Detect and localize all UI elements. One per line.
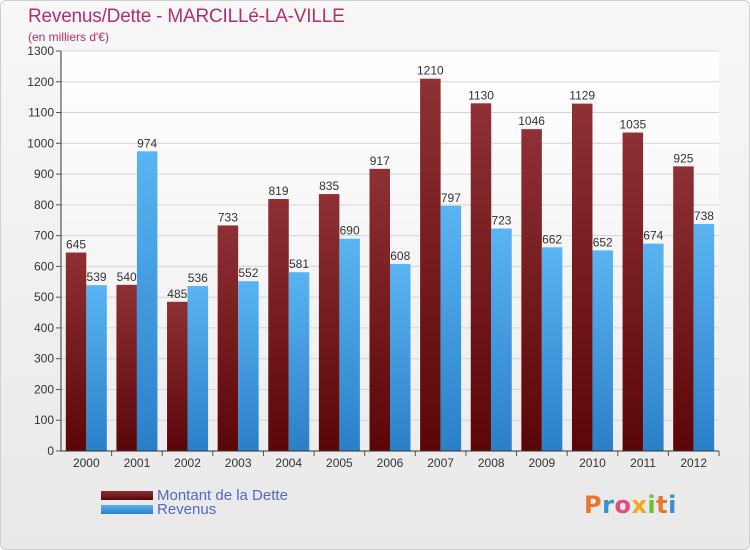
y-tick-label: 0 bbox=[47, 444, 54, 458]
data-label-revenus: 690 bbox=[340, 224, 360, 238]
data-label-revenus: 674 bbox=[643, 229, 663, 243]
y-tick-label: 700 bbox=[34, 229, 54, 243]
bar-revenus bbox=[693, 223, 715, 451]
y-tick-label: 100 bbox=[34, 413, 54, 427]
data-label-revenus: 974 bbox=[137, 136, 157, 150]
y-tick-label: 400 bbox=[34, 321, 54, 335]
data-label-revenus: 536 bbox=[188, 271, 208, 285]
data-label-revenus: 797 bbox=[441, 191, 461, 205]
x-tick-label: 2000 bbox=[73, 456, 100, 470]
data-label-revenus: 581 bbox=[289, 257, 309, 271]
chart-title: Revenus/Dette - MARCILLé-LA-VILLE bbox=[28, 6, 345, 27]
bar-revenus bbox=[390, 263, 411, 451]
bar-revenus bbox=[339, 238, 360, 451]
bar-revenus bbox=[440, 205, 462, 451]
data-label-dette: 917 bbox=[370, 154, 390, 168]
bar-revenus bbox=[491, 228, 512, 451]
x-tick-label: 2007 bbox=[427, 456, 454, 470]
legend-label-revenus: Revenus bbox=[157, 501, 217, 518]
y-tick-label: 900 bbox=[34, 167, 54, 181]
bar-dette bbox=[65, 252, 87, 451]
bar-dette bbox=[470, 103, 492, 452]
bar-dette bbox=[217, 225, 239, 451]
bar-dette bbox=[318, 194, 340, 452]
legend-swatch-dette bbox=[101, 491, 153, 500]
data-label-revenus: 662 bbox=[542, 232, 562, 246]
data-label-revenus: 608 bbox=[390, 249, 410, 263]
x-tick-label: 2010 bbox=[579, 456, 606, 470]
data-label-dette: 1130 bbox=[468, 88, 494, 102]
bar-revenus bbox=[136, 151, 158, 452]
bar-dette bbox=[167, 301, 188, 451]
x-tick-label: 2008 bbox=[478, 456, 505, 470]
data-label-dette: 733 bbox=[218, 210, 238, 224]
bar-dette bbox=[420, 78, 441, 451]
data-label-dette: 540 bbox=[117, 270, 137, 284]
bar-revenus bbox=[592, 250, 613, 451]
data-label-revenus: 552 bbox=[238, 266, 258, 280]
data-label-revenus: 738 bbox=[694, 209, 714, 223]
y-tick-label: 1300 bbox=[27, 44, 54, 58]
bar-revenus bbox=[187, 286, 209, 451]
data-label-dette: 645 bbox=[66, 238, 86, 252]
y-tick-label: 800 bbox=[34, 198, 54, 212]
x-tick-label: 2001 bbox=[124, 456, 151, 470]
x-tick-label: 2004 bbox=[275, 456, 302, 470]
bar-revenus bbox=[86, 285, 107, 451]
y-tick-label: 200 bbox=[34, 382, 54, 396]
bar-revenus bbox=[643, 243, 664, 451]
data-label-revenus: 652 bbox=[593, 235, 613, 249]
data-label-dette: 925 bbox=[673, 151, 693, 165]
bar-dette bbox=[369, 168, 390, 451]
bar-revenus bbox=[541, 247, 563, 451]
x-tick-label: 2006 bbox=[377, 456, 404, 470]
bar-dette bbox=[622, 132, 644, 452]
y-tick-label: 600 bbox=[34, 259, 54, 273]
bar-dette bbox=[268, 199, 289, 451]
bar-dette bbox=[571, 103, 593, 451]
bar-dette bbox=[673, 166, 694, 451]
bar-revenus bbox=[288, 272, 310, 451]
data-label-revenus: 723 bbox=[491, 214, 511, 228]
x-tick-label: 2009 bbox=[528, 456, 555, 470]
x-tick-label: 2012 bbox=[680, 456, 707, 470]
y-tick-label: 1200 bbox=[27, 75, 54, 89]
data-label-dette: 485 bbox=[167, 287, 187, 301]
chart-subtitle: (en milliers d'€) bbox=[28, 30, 109, 44]
y-tick-label: 1000 bbox=[27, 136, 54, 150]
data-label-revenus: 539 bbox=[87, 270, 107, 284]
bar-dette bbox=[116, 284, 137, 451]
data-label-dette: 1046 bbox=[518, 114, 545, 128]
bar-revenus bbox=[238, 281, 259, 451]
x-tick-label: 2002 bbox=[174, 456, 201, 470]
y-tick-label: 1100 bbox=[28, 106, 54, 120]
x-tick-label: 2011 bbox=[630, 456, 656, 470]
data-label-dette: 819 bbox=[269, 184, 289, 198]
data-label-dette: 1035 bbox=[619, 118, 646, 132]
legend-label-dette: Montant de la Dette bbox=[157, 487, 288, 504]
data-label-dette: 835 bbox=[319, 179, 339, 193]
bar-dette bbox=[521, 129, 542, 451]
legend-swatch-revenus bbox=[101, 505, 153, 514]
x-tick-label: 2003 bbox=[225, 456, 252, 470]
x-tick-label: 2005 bbox=[326, 456, 353, 470]
data-label-dette: 1129 bbox=[569, 89, 595, 103]
data-label-dette: 1210 bbox=[417, 64, 444, 78]
y-tick-label: 500 bbox=[34, 290, 54, 304]
proxiti-logo: Proxiti bbox=[584, 491, 677, 519]
y-tick-label: 300 bbox=[34, 352, 54, 366]
